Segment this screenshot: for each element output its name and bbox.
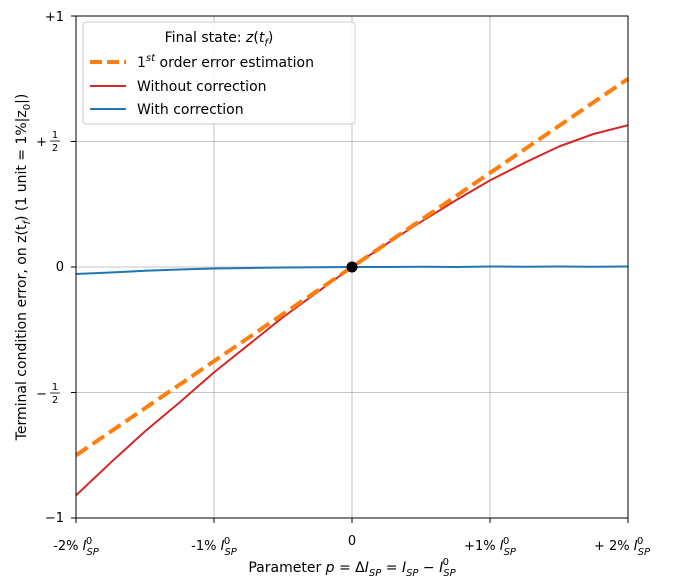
y-tick-label-neg-half: − 1 2 [36,382,60,406]
legend-label-without-correction: Without correction [137,79,267,95]
svg-text:+: + [36,135,47,150]
origin-point [346,261,358,273]
svg-text:1: 1 [52,382,58,393]
y-tick-labels: +1 + 1 2 0 − 1 2 −1 [36,10,64,526]
legend-label-first-order: 1st order error estimation [137,53,314,71]
legend-title: Final state: z(tf) [165,30,274,49]
y-axis-label: Terminal condition error, on z(tf) (1 un… [14,94,33,442]
svg-text:2: 2 [52,395,58,406]
x-tick-label-pos2: + 2% ISP0 [594,536,651,558]
y-tick-label-pos-half: + 1 2 [36,130,60,154]
x-tick-labels: -2% ISP0 -1% ISP0 0 +1% ISP0 + 2% ISP0 [53,534,651,558]
x-tick-label-pos1: +1% ISP0 [464,536,517,558]
x-tick-label-neg2: -2% ISP0 [53,536,100,558]
x-tick-label-neg1: -1% ISP0 [191,536,238,558]
svg-text:1: 1 [52,130,58,141]
svg-text:−: − [36,387,47,402]
x-tick-label-0: 0 [348,534,356,549]
svg-text:2: 2 [52,143,58,154]
x-axis-label: Parameter p = ΔISP = ISP − ISP0 [248,557,456,577]
y-tick-label-pos1: +1 [45,10,64,25]
y-tick-label-neg1: −1 [45,511,64,526]
legend: Final state: z(tf) 1st order error estim… [82,21,356,125]
y-tick-label-0: 0 [56,260,64,275]
ticks [71,15,629,523]
legend-box [82,21,356,125]
series-first-order-estimation [74,77,630,457]
legend-label-with-correction: With correction [137,102,244,118]
